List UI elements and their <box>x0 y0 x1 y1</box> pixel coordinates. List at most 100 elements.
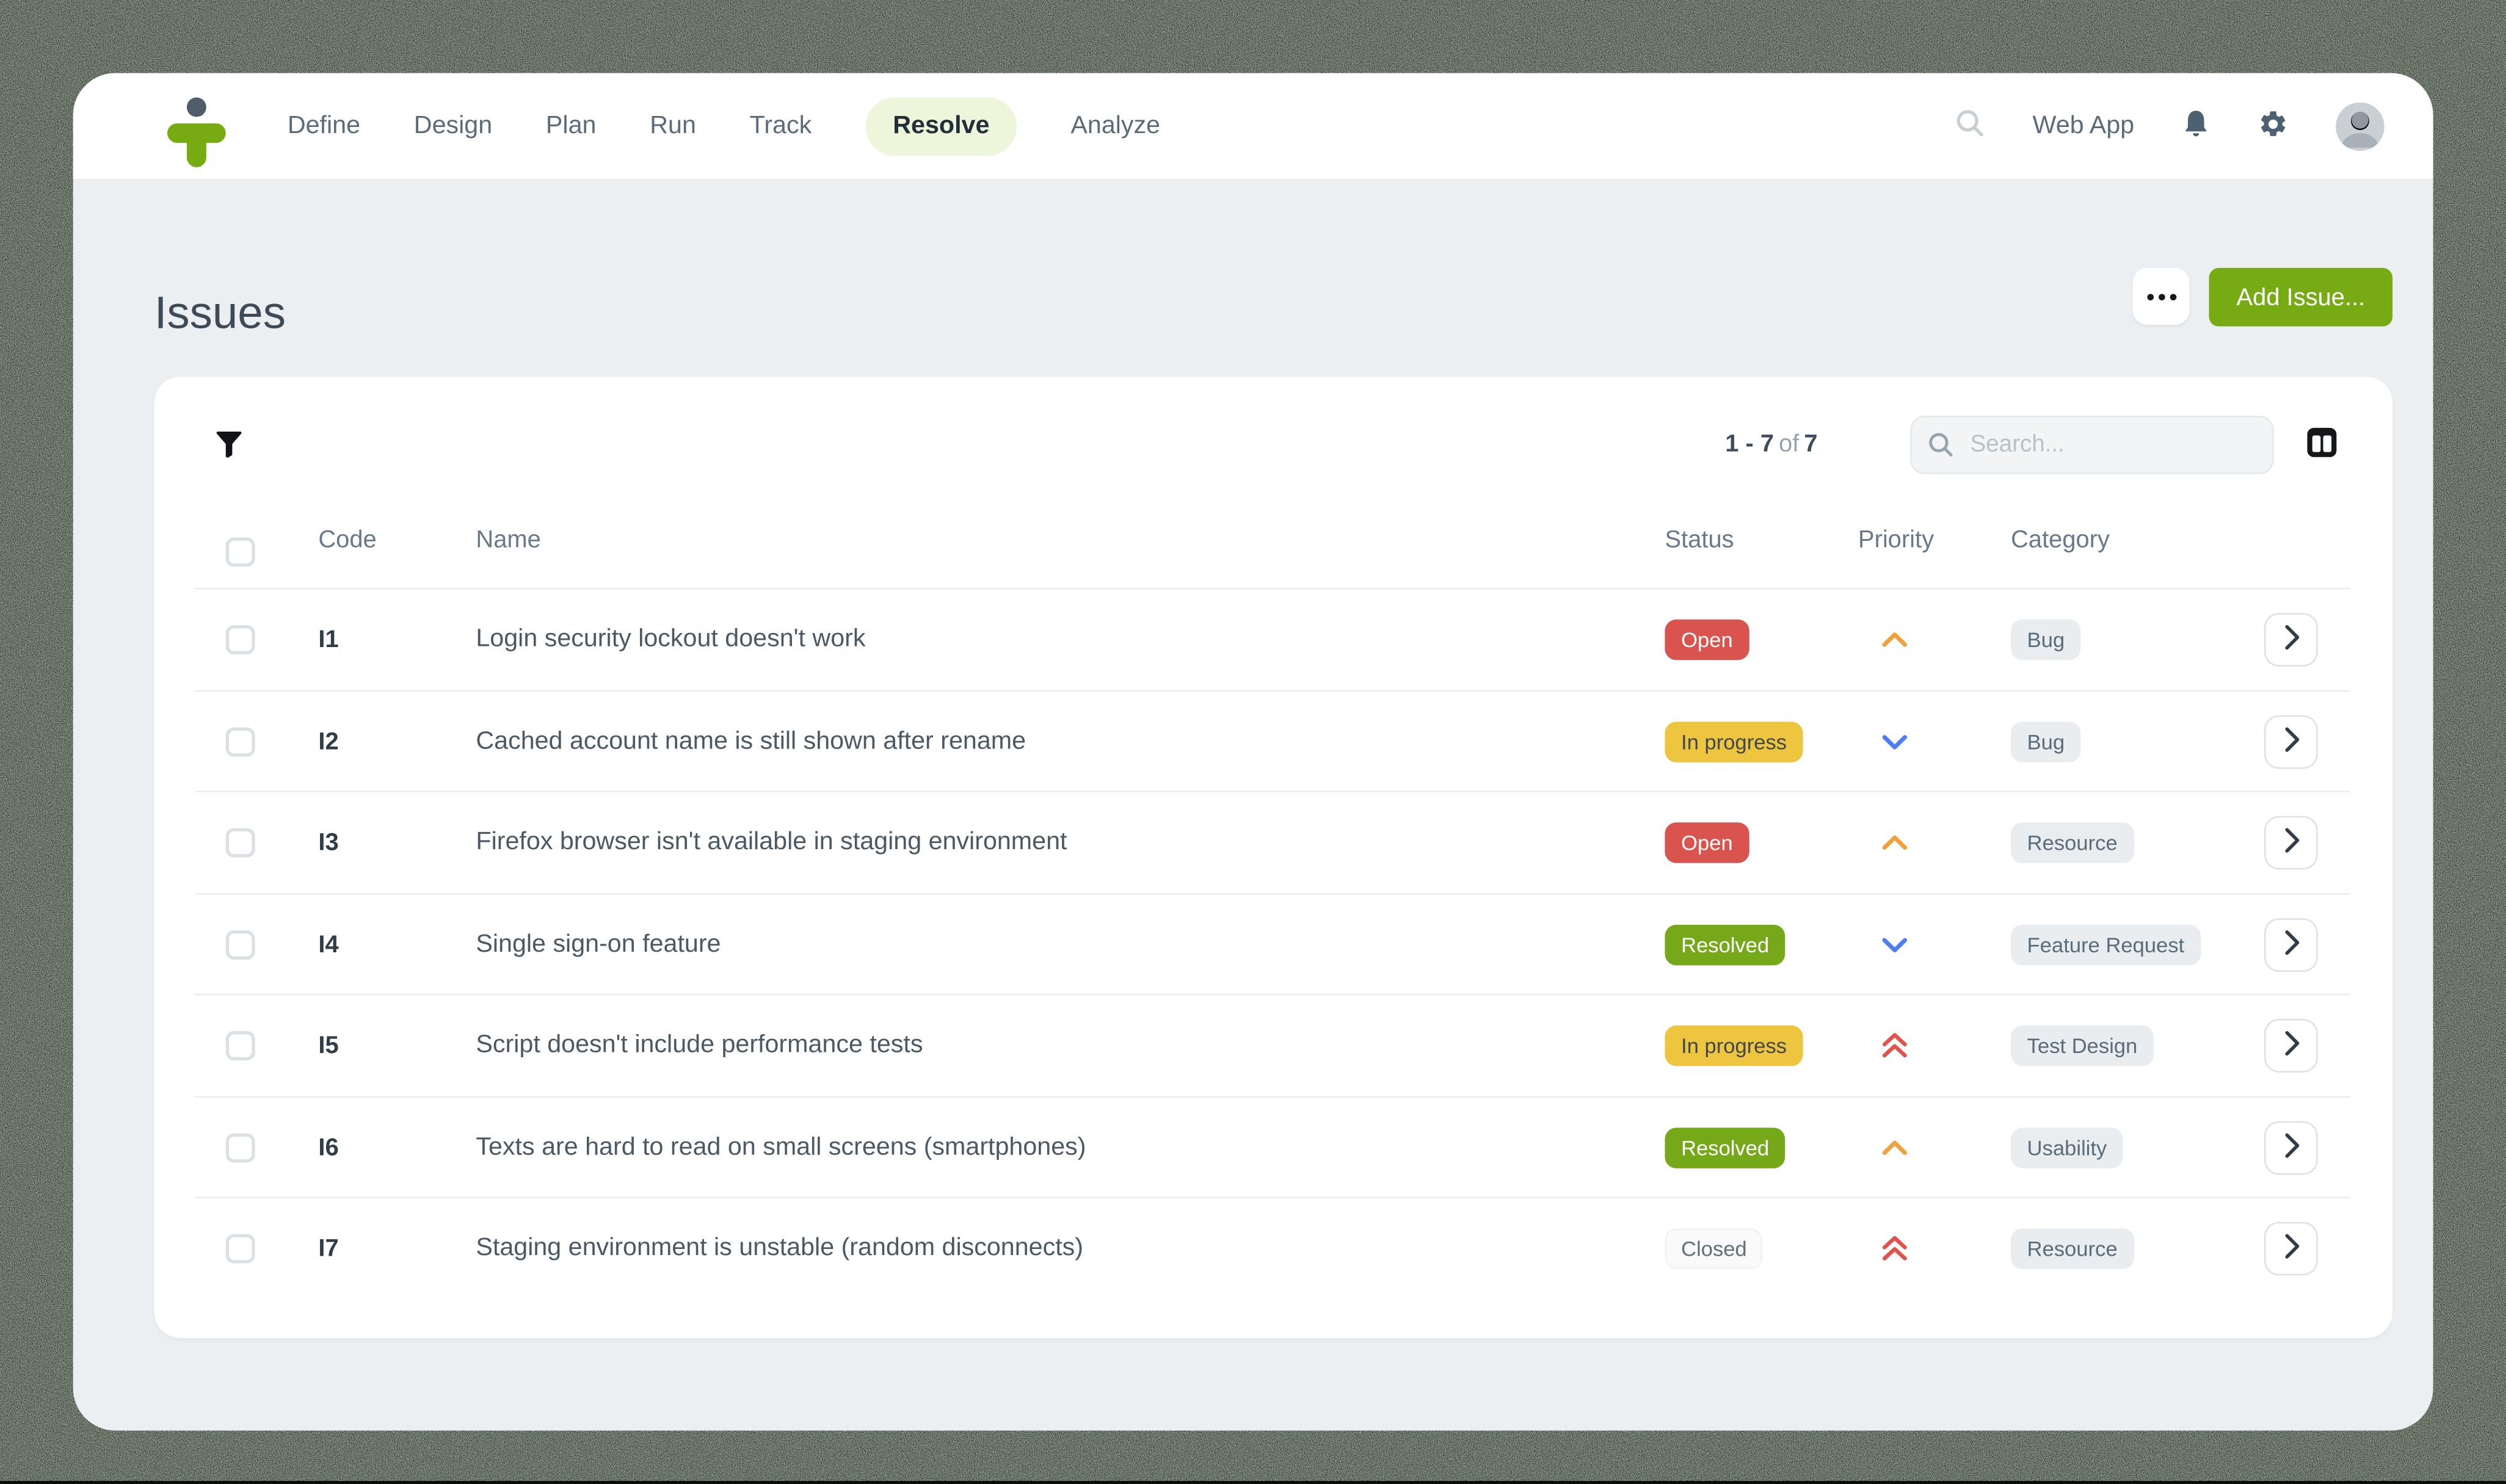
select-all-checkbox[interactable] <box>225 537 255 567</box>
chevron-right-icon <box>2281 623 2301 657</box>
columns-view-button[interactable] <box>2306 427 2337 463</box>
row-checkbox[interactable] <box>225 726 255 756</box>
column-header-name[interactable]: Name <box>476 526 541 554</box>
category-badge: Resource <box>2011 822 2134 864</box>
topbar-right: Web App <box>1956 101 2384 151</box>
add-issue-button[interactable]: Add Issue... <box>2209 267 2393 327</box>
pagination-count: 1 - 7 of 7 <box>1725 430 1818 458</box>
table-row[interactable]: I2 Cached account name is still shown af… <box>154 691 2392 792</box>
category-badge: Resource <box>2011 1228 2134 1270</box>
table-search <box>1910 415 2274 474</box>
table-row[interactable]: I7 Staging environment is unstable (rand… <box>154 1198 2392 1300</box>
logo-head-dot <box>186 96 206 117</box>
gear-icon <box>2257 108 2289 144</box>
open-issue-button[interactable] <box>2264 1222 2318 1276</box>
more-dot <box>2146 293 2153 300</box>
issue-code: I7 <box>318 1235 339 1263</box>
row-checkbox[interactable] <box>225 1132 255 1162</box>
category-badge: Bug <box>2011 721 2081 762</box>
nav-item-resolve[interactable]: Resolve <box>865 96 1017 156</box>
category-badge: Usability <box>2011 1127 2123 1168</box>
nav-item-run[interactable]: Run <box>650 96 696 155</box>
status-badge: Open <box>1665 620 1749 661</box>
priority-icon-chevron-down-blue <box>1881 734 1908 750</box>
issue-code: I1 <box>318 626 339 654</box>
table-row[interactable]: I3 Firefox browser isn't available in st… <box>154 792 2392 894</box>
table-row[interactable]: I5 Script doesn't include performance te… <box>154 996 2392 1097</box>
row-checkbox[interactable] <box>225 1234 255 1264</box>
more-dot <box>2169 293 2176 300</box>
content-area: Issues Add Issue... 1 - 7 of 7 <box>73 179 2433 1431</box>
row-checkbox[interactable] <box>225 625 255 654</box>
column-header-status[interactable]: Status <box>1665 526 1734 554</box>
search-icon <box>1956 109 1986 143</box>
open-issue-button[interactable] <box>2264 918 2318 972</box>
priority-icon-double-chevron-up-red <box>1881 1033 1908 1059</box>
row-checkbox[interactable] <box>225 929 255 959</box>
testiny-logo-icon[interactable] <box>167 92 232 167</box>
open-issue-button[interactable] <box>2264 1019 2318 1073</box>
column-header-priority[interactable]: Priority <box>1858 526 1934 554</box>
open-issue-button[interactable] <box>2264 816 2318 870</box>
priority-icon-chevron-up-orange <box>1881 1140 1908 1156</box>
open-issue-button[interactable] <box>2264 613 2318 667</box>
table-row[interactable]: I1 Login security lockout doesn't work O… <box>154 590 2392 691</box>
nav-item-design[interactable]: Design <box>414 96 492 155</box>
app-label[interactable]: Web App <box>2032 111 2135 139</box>
table-row[interactable]: I4 Single sign-on feature Resolved Featu… <box>154 894 2392 995</box>
chevron-right-icon <box>2281 1029 2301 1063</box>
global-search-button[interactable] <box>1956 109 1986 143</box>
nav-item-analyze[interactable]: Analyze <box>1070 96 1160 155</box>
issue-name: Cached account name is still shown after… <box>476 727 1026 755</box>
more-actions-button[interactable] <box>2132 267 2190 325</box>
issue-name: Texts are hard to read on small screens … <box>476 1133 1086 1161</box>
issue-code: I4 <box>318 930 339 959</box>
priority-icon-chevron-down-blue <box>1881 936 1908 953</box>
issue-code: I5 <box>318 1032 339 1060</box>
issue-code: I6 <box>318 1134 339 1162</box>
table-body: I1 Login security lockout doesn't work O… <box>154 590 2392 1300</box>
logo-t-stem <box>186 132 206 167</box>
nav-item-plan[interactable]: Plan <box>546 96 597 155</box>
column-header-category[interactable]: Category <box>2011 526 2110 554</box>
nav-item-define[interactable]: Define <box>288 96 360 155</box>
chevron-right-icon <box>2281 1131 2301 1165</box>
search-input[interactable] <box>1910 415 2274 474</box>
chevron-right-icon <box>2281 928 2301 962</box>
table-header-row: Code Name Status Priority Category <box>154 523 2392 590</box>
top-navigation-bar: Define Design Plan Run Track Resolve Analyze W… <box>73 73 2433 179</box>
priority-icon-chevron-up-orange <box>1881 632 1908 648</box>
status-badge: Open <box>1665 822 1749 864</box>
issue-name: Script doesn't include performance tests <box>476 1031 923 1059</box>
issue-code: I2 <box>318 728 339 756</box>
nav-item-track[interactable]: Track <box>750 96 812 155</box>
chevron-right-icon <box>2281 725 2301 759</box>
more-dot <box>2157 293 2165 300</box>
chevron-right-icon <box>2281 1232 2301 1266</box>
page-title: Issues <box>154 287 286 338</box>
settings-button[interactable] <box>2257 108 2289 144</box>
table-row[interactable]: I6 Texts are hard to read on small scree… <box>154 1097 2392 1198</box>
filter-button[interactable] <box>212 427 245 466</box>
notifications-button[interactable] <box>2181 108 2210 144</box>
app-window: Define Design Plan Run Track Resolve Analyze W… <box>73 73 2433 1431</box>
status-badge: In progress <box>1665 1026 1803 1066</box>
status-badge: In progress <box>1665 721 1803 762</box>
open-issue-button[interactable] <box>2264 1121 2318 1175</box>
status-badge: Closed <box>1665 1228 1763 1270</box>
priority-icon-chevron-up-orange <box>1881 835 1908 852</box>
bell-icon <box>2181 108 2210 144</box>
issue-name: Staging environment is unstable (random … <box>476 1234 1084 1262</box>
column-header-code[interactable]: Code <box>318 526 377 554</box>
category-badge: Bug <box>2011 620 2081 661</box>
issue-name: Login security lockout doesn't work <box>476 625 866 653</box>
issue-code: I3 <box>318 829 339 857</box>
status-badge: Resolved <box>1665 924 1785 965</box>
row-checkbox[interactable] <box>225 828 255 858</box>
status-badge: Resolved <box>1665 1127 1785 1168</box>
row-checkbox[interactable] <box>225 1031 255 1060</box>
avatar[interactable] <box>2336 101 2384 151</box>
issue-name: Single sign-on feature <box>476 930 721 958</box>
open-issue-button[interactable] <box>2264 715 2318 769</box>
